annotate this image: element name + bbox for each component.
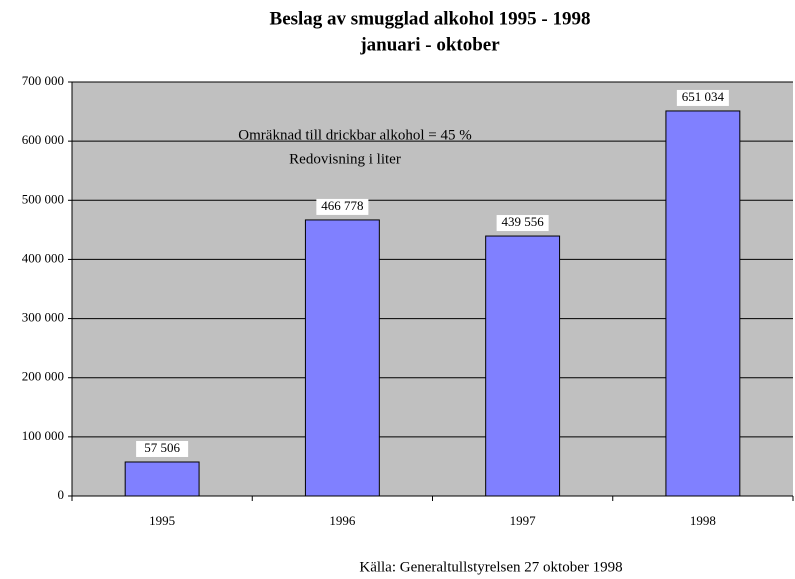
- bar: [124, 461, 200, 497]
- y-tick-label: 400 000: [22, 250, 64, 265]
- y-tick-label: 300 000: [22, 310, 64, 325]
- x-tick-label: 1998: [690, 513, 716, 528]
- y-tick-label: 0: [58, 487, 65, 502]
- chart-title: Beslag av smugglad alkohol 1995 - 1998: [270, 8, 591, 29]
- value-label-bg: [136, 440, 189, 457]
- value-label: 651 034: [682, 89, 725, 104]
- value-label: 57 506: [144, 440, 180, 455]
- source: Källa: Generaltullstyrelsen 27 oktober 1…: [359, 559, 622, 575]
- y-tick-label: 600 000: [22, 132, 64, 147]
- chart-subtitle: januari - oktober: [359, 34, 500, 55]
- y-tick-label: 700 000: [22, 73, 64, 88]
- y-tick-label: 500 000: [22, 191, 64, 206]
- annotation: Omräknad till drickbar alkohol = 45 %: [238, 127, 471, 143]
- bar: [485, 235, 561, 497]
- value-label: 466 778: [321, 198, 363, 213]
- x-tick-label: 1997: [510, 513, 537, 528]
- y-tick-label: 100 000: [22, 428, 64, 443]
- value-label: 439 556: [502, 214, 545, 229]
- value-label-bg: [676, 89, 729, 106]
- x-tick-label: 1996: [329, 513, 356, 528]
- value-label-bg: [316, 198, 369, 215]
- annotation: Redovisning i liter: [289, 151, 401, 167]
- bar: [665, 110, 741, 497]
- y-tick-label: 200 000: [22, 369, 64, 384]
- value-label-bg: [496, 215, 549, 232]
- bar: [304, 219, 380, 497]
- x-tick-label: 1995: [149, 513, 175, 528]
